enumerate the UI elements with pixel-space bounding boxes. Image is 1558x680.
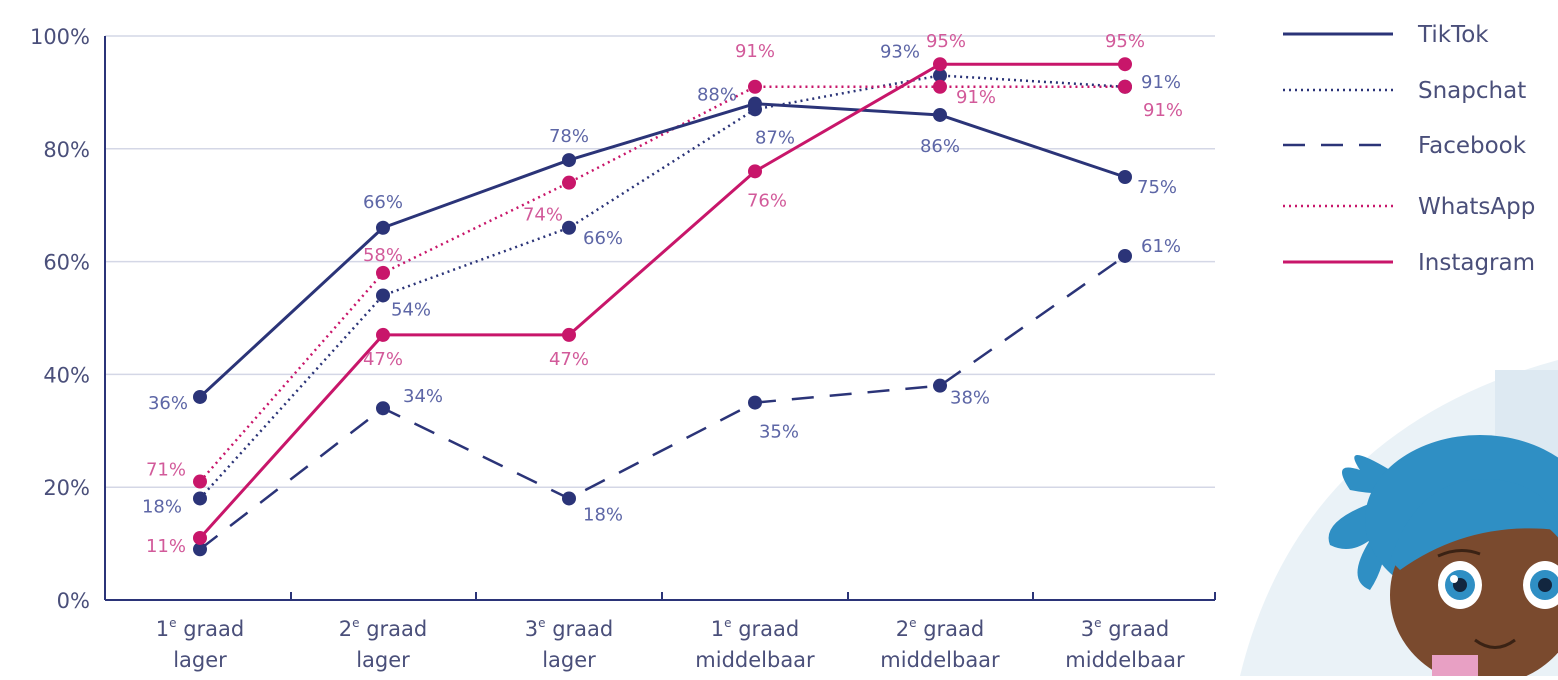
point-snapchat [562,220,576,235]
data-label-tiktok: 86% [920,136,960,157]
series-line-instagram [198,62,1125,539]
point-facebook [748,395,762,410]
y-tick-label: 0% [57,589,90,613]
data-label-snapchat: 91% [1141,72,1181,93]
x-tick-label: 3e graad [1081,616,1169,641]
point-tiktok [748,96,762,111]
data-label-snapchat: 54% [391,299,431,320]
point-facebook [376,401,390,416]
data-label-instagram: 11% [146,536,186,557]
data-label-facebook: 34% [403,386,443,407]
girl-illustration [1240,360,1558,680]
data-label-facebook: 18% [583,504,623,525]
data-label-instagram: 95% [926,31,966,52]
x-tick-label: 3e graad [525,616,613,641]
point-tiktok [193,389,207,404]
point-instagram [193,530,207,545]
point-whatsapp [1118,79,1132,94]
point-instagram [748,164,762,179]
point-whatsapp [376,265,390,280]
x-tick-label: 1e graad [711,616,799,641]
data-label-whatsapp: 74% [523,205,563,226]
data-label-whatsapp: 91% [956,87,996,108]
x-tick-label-line2: middelbaar [880,648,1000,672]
y-tick-label: 40% [43,363,90,387]
data-label-whatsapp: 71% [146,460,186,481]
mouth [1474,638,1516,649]
y-tick-label: 20% [43,476,90,500]
x-tick-label-line2: lager [542,648,596,672]
series-line-snapchat [199,74,1126,500]
point-instagram [562,327,576,342]
eye-pupil-right [1538,578,1552,592]
data-label-tiktok: 66% [363,192,403,213]
legend-label-tiktok: TikTok [1417,22,1489,48]
data-label-facebook: 38% [950,388,990,409]
data-label-layer: 36% 66% 78% 88% 86% 75% 18% 54% 66% 87% 93% 91% 34% 1… [142,31,1183,557]
data-label-whatsapp: 58% [363,245,403,266]
axis-layer: 0% 20% 40% 60% 80% 100% 1e graad lager 2e graad l… [30,25,1216,672]
data-label-instagram: 47% [549,349,589,370]
x-tick-label: 1e graad [156,616,244,641]
data-label-tiktok: 75% [1137,177,1177,198]
y-tick-label: 100% [30,25,90,49]
point-snapchat [933,68,947,83]
y-tick-label: 60% [43,251,90,275]
x-tick-label-line2: middelbaar [1065,648,1185,672]
legend-label-whatsapp: WhatsApp [1418,194,1535,220]
data-label-whatsapp: 91% [735,41,775,62]
point-facebook [562,491,576,506]
x-tick-label-line2: middelbaar [695,648,815,672]
point-instagram [933,57,947,72]
x-tick-label: 2e graad [896,616,984,641]
data-label-facebook: 61% [1141,236,1181,257]
point-tiktok [376,220,390,235]
point-tiktok [562,153,576,168]
series-layer [193,57,1132,557]
eyebrow-left [1437,549,1481,558]
data-label-instagram: 76% [747,190,787,211]
data-label-instagram: 95% [1105,31,1145,52]
data-label-whatsapp: 91% [1143,100,1183,121]
data-label-snapchat: 87% [755,127,795,148]
shirt-collar [1432,655,1478,676]
data-label-tiktok: 36% [148,393,188,414]
point-snapchat [193,491,207,506]
data-label-tiktok: 78% [549,126,589,147]
point-whatsapp [193,474,207,489]
y-tick-label: 80% [43,138,90,162]
series-line-tiktok [198,102,1126,399]
point-facebook [933,378,947,393]
data-label-facebook: 35% [759,422,799,443]
point-snapchat [376,288,390,303]
legend-label-instagram: Instagram [1418,250,1535,276]
legend-label-snapchat: Snapchat [1418,78,1526,104]
legend-label-facebook: Facebook [1418,133,1527,159]
point-whatsapp [562,175,576,190]
point-whatsapp [748,79,762,94]
point-facebook [1118,248,1132,263]
point-tiktok [933,107,947,122]
point-instagram [376,327,390,342]
series-line-facebook [199,254,1126,551]
data-label-snapchat: 66% [583,228,623,249]
data-label-snapchat: 18% [142,496,182,517]
point-facebook [193,542,207,557]
point-tiktok [1118,170,1132,184]
x-tick-label: 2e graad [339,616,427,641]
data-label-tiktok: 88% [697,85,737,106]
x-tick-label-line2: lager [173,648,227,672]
data-label-instagram: 47% [363,349,403,370]
eye-shine-left [1450,575,1458,583]
bangs [1390,479,1558,570]
x-tick-label-line2: lager [356,648,410,672]
point-instagram [1118,57,1132,72]
point-whatsapp [933,79,947,94]
legend: TikTok Snapchat Facebook WhatsApp Instagram [1283,22,1535,276]
series-line-whatsapp [199,85,1125,483]
data-label-snapchat: 93% [880,41,920,62]
grid-layer [105,35,1215,488]
